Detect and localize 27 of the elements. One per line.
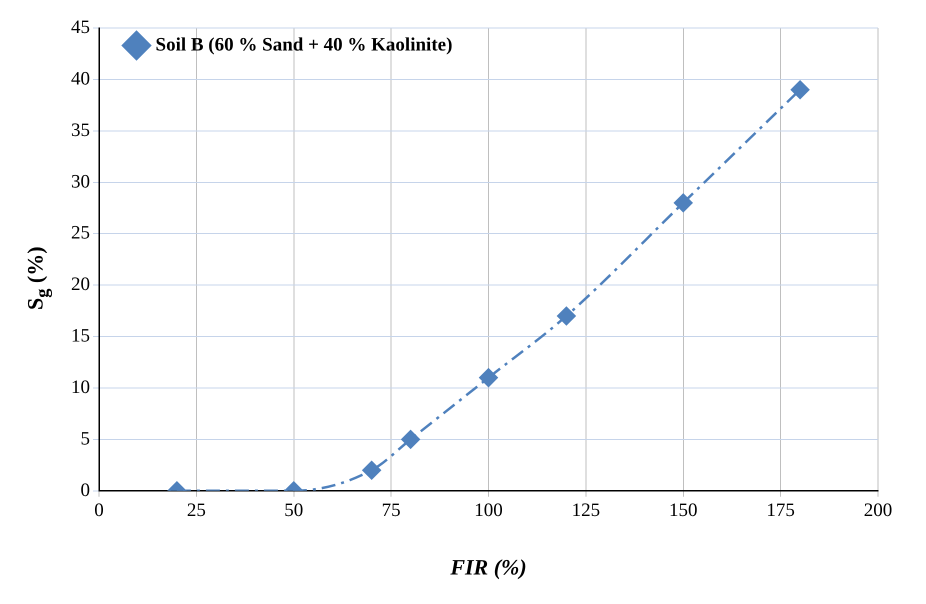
y-tick-label: 30: [71, 171, 90, 192]
x-tick-label: 125: [572, 500, 600, 522]
y-tick-label: 5: [80, 428, 90, 450]
point: [401, 430, 420, 449]
x-tick-label: 175: [766, 500, 795, 522]
point: [479, 368, 498, 387]
x-tick-label: 150: [669, 500, 698, 522]
x-tick-label: 50: [284, 500, 304, 522]
legend-label: Soil B (60 % Sand + 40 % Kaolinite): [156, 34, 452, 56]
y-tick-label: 10: [71, 376, 90, 398]
point: [362, 460, 381, 480]
x-tick-label: 25: [186, 500, 206, 522]
y-tick-label: 15: [71, 326, 90, 347]
x-axis-title: FIR (%): [449, 554, 527, 580]
x-tick-label: 75: [382, 500, 401, 522]
y-tick-label: 35: [71, 120, 90, 141]
x-tick-label: 100: [474, 500, 503, 522]
x-tick-label: 0: [94, 500, 104, 522]
y-tick-label: 25: [71, 222, 90, 244]
point: [674, 194, 692, 212]
x-tick-label: 200: [864, 500, 892, 522]
point: [557, 306, 576, 326]
y-tick-label: 0: [80, 480, 90, 501]
y-tick-label: 45: [71, 16, 90, 38]
point: [790, 80, 810, 99]
y-tick-label: 20: [71, 274, 90, 296]
y-tick-label: 40: [71, 68, 90, 90]
